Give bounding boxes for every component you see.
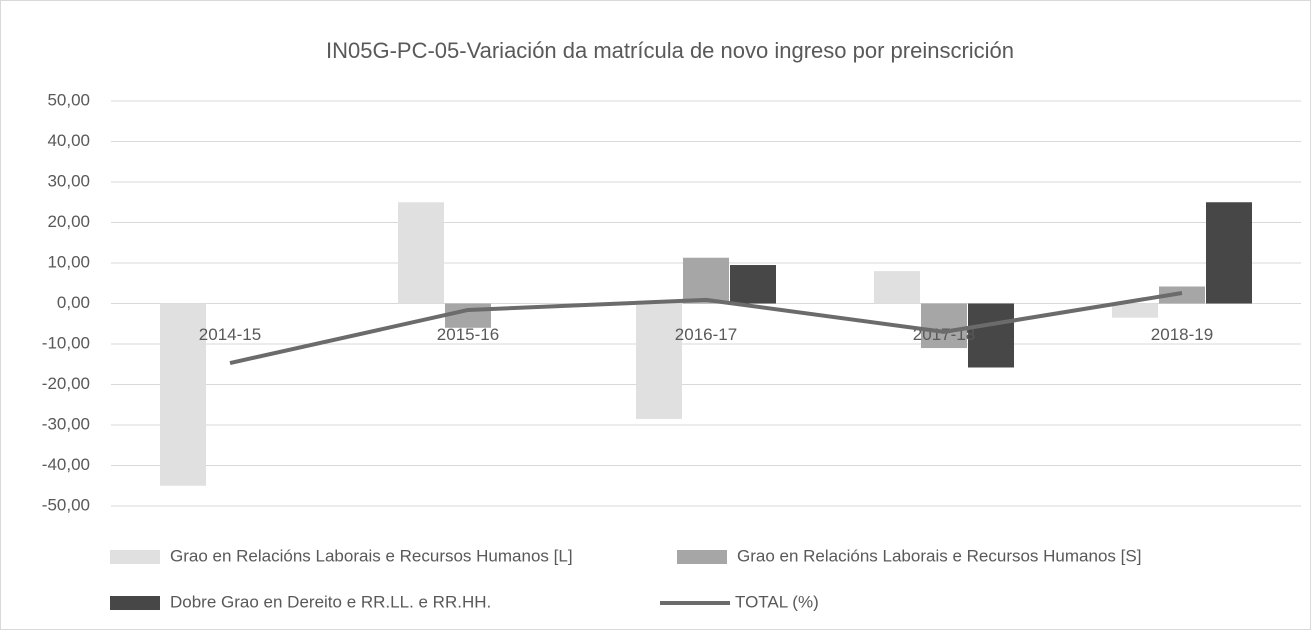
y-tick-label: 30,00 xyxy=(47,171,90,190)
legend-label: Grao en Relacións Laborais e Recursos Hu… xyxy=(170,546,573,565)
bar xyxy=(730,265,776,304)
bar xyxy=(968,303,1014,368)
chart-title: IN05G-PC-05-Variación da matrícula de no… xyxy=(326,38,1014,63)
legend-label: Grao en Relacións Laborais e Recursos Hu… xyxy=(737,546,1141,565)
bar xyxy=(1206,202,1252,304)
line-series xyxy=(229,290,1183,365)
bar xyxy=(921,303,967,349)
bar xyxy=(683,257,729,304)
legend-label: TOTAL (%) xyxy=(735,592,819,611)
y-tick-label: -30,00 xyxy=(42,414,90,433)
y-tick-label: 0,00 xyxy=(57,293,90,312)
bar xyxy=(160,303,206,486)
bar xyxy=(398,202,444,304)
y-tick-label: -50,00 xyxy=(42,495,90,514)
bar xyxy=(1112,303,1158,318)
y-tick-label: 50,00 xyxy=(47,90,90,109)
y-tick-label: 40,00 xyxy=(47,131,90,150)
x-tick-label: 2016-17 xyxy=(675,325,737,344)
y-tick-label: -40,00 xyxy=(42,455,90,474)
bar xyxy=(636,303,682,419)
legend-swatch xyxy=(677,550,727,564)
legend-label: Dobre Grao en Dereito e RR.LL. e RR.HH. xyxy=(170,592,491,611)
x-tick-label: 2015-16 xyxy=(437,325,499,344)
y-tick-label: 20,00 xyxy=(47,212,90,231)
x-tick-label: 2018-19 xyxy=(1151,325,1213,344)
bar xyxy=(874,271,920,304)
legend-swatch xyxy=(110,550,160,564)
legend-swatch xyxy=(110,596,160,610)
y-tick-label: -20,00 xyxy=(42,374,90,393)
x-tick-label: 2014-15 xyxy=(199,325,261,344)
y-tick-label: -10,00 xyxy=(42,333,90,352)
y-tick-label: 10,00 xyxy=(47,252,90,271)
